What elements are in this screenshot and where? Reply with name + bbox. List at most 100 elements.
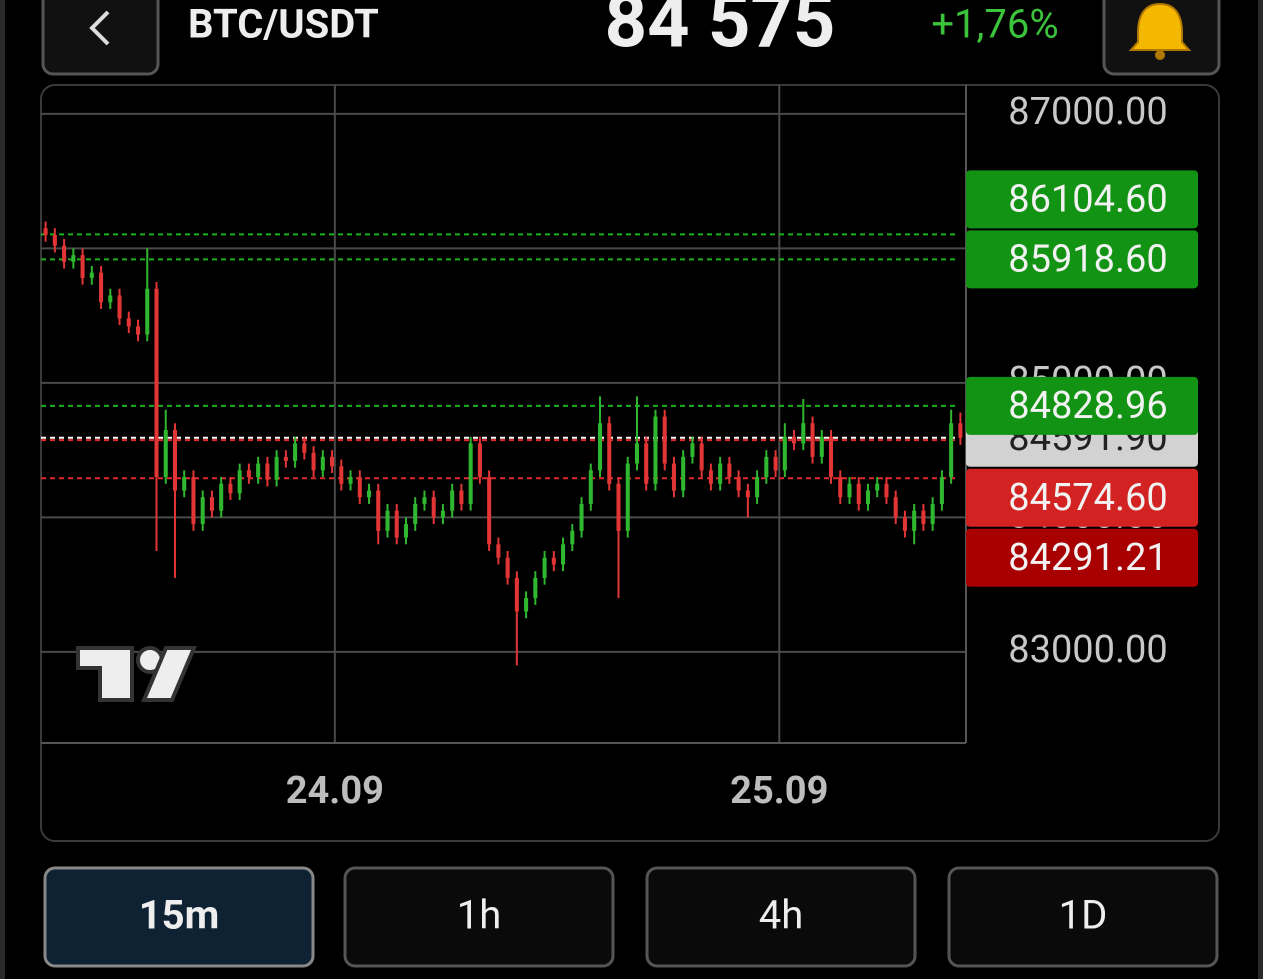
candle-body — [80, 255, 85, 278]
candle-body — [43, 228, 48, 235]
candle-body — [607, 423, 612, 484]
alert-button[interactable] — [1102, 0, 1221, 76]
price-tag — [966, 468, 1198, 527]
candle-body — [209, 497, 214, 511]
price-tag-label: 85918.60 — [1008, 237, 1168, 281]
back-icon — [89, 10, 110, 46]
candle-body — [339, 466, 344, 484]
candle-body — [126, 318, 131, 327]
candle-body — [274, 456, 279, 480]
candle-body — [237, 470, 242, 494]
candle-body — [856, 483, 861, 504]
candle-body — [819, 436, 824, 457]
candle-body — [708, 470, 713, 484]
candle-body — [865, 490, 871, 504]
timeframe-label[interactable]: 1h — [457, 892, 502, 939]
candle-body — [468, 443, 473, 504]
timeframe-button[interactable] — [645, 866, 917, 968]
x-tick-label: 25.09 — [730, 769, 828, 813]
back-button[interactable] — [41, 0, 160, 76]
candle-body — [200, 497, 205, 525]
candle-body — [172, 429, 178, 491]
timeframe-label[interactable]: 4h — [759, 892, 804, 939]
candle-body — [801, 423, 806, 444]
candle-body — [293, 443, 298, 461]
candle-body — [320, 456, 325, 471]
price-tag — [966, 230, 1198, 289]
candle-body — [450, 490, 455, 511]
price: 84 575 — [605, 0, 836, 66]
candle-body — [71, 255, 76, 262]
candle-body — [884, 483, 889, 498]
candle-body — [616, 483, 621, 531]
candle-body — [690, 443, 695, 457]
candle-body — [246, 470, 251, 478]
candle-body — [551, 557, 556, 565]
price-tags: 87000.0086000.0085000.0084000.0083000.00… — [966, 90, 1198, 672]
candle-body — [394, 510, 399, 538]
candle-body — [939, 477, 944, 504]
candle-body — [718, 463, 723, 484]
candle-body — [496, 544, 501, 558]
candle-body — [902, 517, 907, 531]
candle-body — [561, 544, 566, 565]
timeframe-button[interactable] — [343, 866, 615, 968]
candle-body — [52, 234, 57, 246]
candle-body — [191, 477, 196, 525]
candle-body — [662, 416, 667, 464]
candle-body — [579, 503, 584, 531]
candle-body — [773, 456, 778, 471]
candle-body — [838, 477, 843, 498]
timeframe-button[interactable] — [43, 866, 315, 968]
candle-body — [847, 483, 852, 498]
candle-body — [62, 245, 67, 262]
candle-body — [653, 416, 658, 484]
candle-body — [921, 510, 926, 525]
candle-body — [117, 295, 122, 319]
timeframe-button[interactable] — [947, 866, 1219, 968]
candle-body — [597, 423, 603, 471]
candle-body — [949, 423, 954, 478]
timeframe-label[interactable]: 15m — [139, 892, 220, 939]
candle-body — [219, 483, 224, 511]
candle-body — [440, 510, 445, 518]
candle-body — [182, 477, 187, 491]
candle-body — [311, 452, 316, 471]
candle-body — [135, 326, 141, 335]
candle-body — [930, 503, 935, 525]
candle-body — [431, 497, 436, 518]
candle-body — [357, 477, 362, 498]
candle-body — [875, 483, 880, 491]
y-tick-label: 83000.00 — [1008, 628, 1168, 672]
candle-body — [533, 577, 538, 599]
candle-body — [228, 483, 233, 494]
pair: BTC/USDT — [188, 1, 379, 48]
candle-body — [764, 456, 769, 478]
candle-body — [745, 490, 750, 498]
candle-body — [89, 272, 94, 278]
candle-body — [302, 443, 307, 453]
candle-body — [265, 463, 270, 480]
tradingview-logo — [76, 646, 198, 702]
candle-body — [810, 423, 815, 457]
candle-body — [912, 510, 917, 531]
candle-body — [385, 510, 390, 531]
candle-body — [782, 436, 787, 471]
change: +1,76% — [931, 1, 1058, 48]
bell-clapper — [1155, 50, 1165, 60]
logo-part — [140, 646, 198, 702]
y-tick-label: 87000.00 — [1008, 90, 1168, 134]
plot: 24.09 25.09 — [41, 85, 965, 813]
price-tag — [966, 376, 1198, 435]
candle-body — [524, 598, 529, 612]
candle-body — [828, 436, 834, 478]
candle-body — [422, 497, 427, 504]
candle-body — [413, 503, 418, 525]
price-tag-label: 84291.21 — [1008, 536, 1168, 580]
timeframe-label[interactable]: 1D — [1059, 892, 1108, 939]
candle-body — [145, 288, 150, 335]
candle-body — [348, 477, 353, 484]
